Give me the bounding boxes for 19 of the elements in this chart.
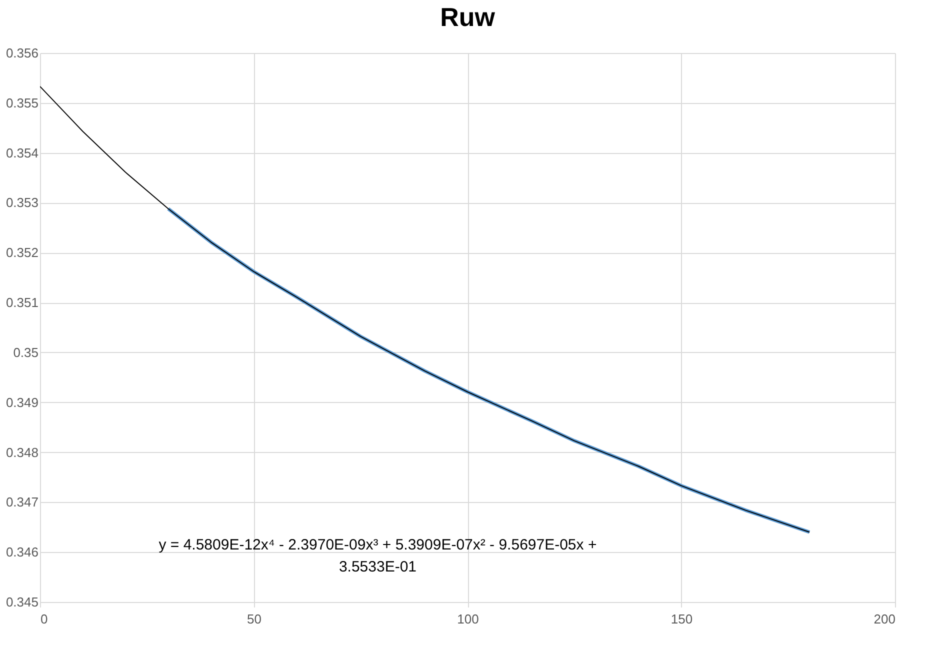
- x-tick-label: 0: [40, 612, 48, 626]
- y-tick-label: 0.353: [6, 195, 38, 210]
- y-tick-label: 0.346: [6, 544, 38, 560]
- y-tick-label: 0.348: [6, 444, 38, 460]
- y-tick-label: 0.355: [6, 95, 38, 110]
- x-tick-label: 50: [247, 612, 262, 626]
- y-tick-label: 0.345: [6, 594, 38, 610]
- y-tick-label: 0.347: [6, 494, 38, 510]
- y-tick-label: 0.354: [6, 145, 38, 160]
- y-tick-label: 0.356: [6, 46, 38, 60]
- x-tick-label: 200: [874, 612, 896, 626]
- chart-title: Ruw: [440, 2, 496, 32]
- y-tick-label: 0.349: [6, 394, 38, 410]
- annotation: y = 4.5809E-12x⁴ - 2.3970E-09x³ + 5.3909E-07x² - 9.5697E-05x + 3.5533E-01: [158, 536, 597, 576]
- y-tick-label: 0.352: [6, 245, 38, 260]
- x-tick-label: 150: [670, 612, 693, 626]
- x-tick-label: 100: [457, 612, 479, 626]
- y-tick-label: 0.35: [13, 344, 38, 360]
- y-tick-label: 0.351: [6, 295, 38, 310]
